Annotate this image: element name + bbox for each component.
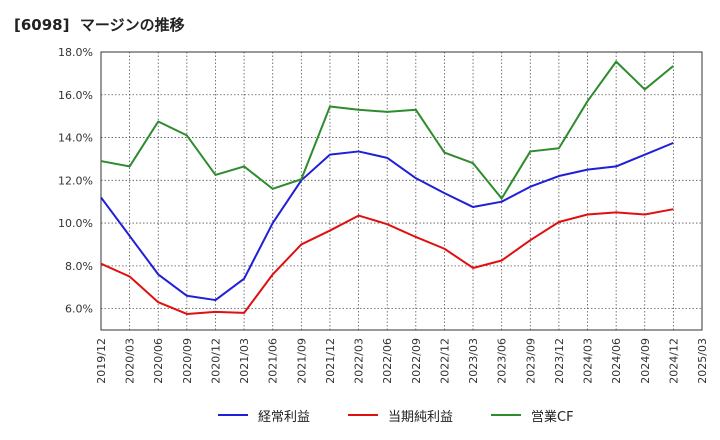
chart-title: [6098] マージンの推移 (14, 16, 185, 34)
y-tick-label: 12.0% (58, 174, 93, 187)
y-tick-label: 16.0% (58, 89, 93, 102)
x-tick-label: 2020/09 (181, 338, 194, 384)
y-tick-label: 8.0% (65, 260, 93, 273)
plot-area-frame (100, 51, 703, 331)
x-tick-label: 2023/12 (553, 338, 566, 384)
x-tick-label: 2022/09 (410, 338, 423, 384)
x-tick-label: 2021/09 (295, 338, 308, 384)
x-tick-label: 2023/06 (496, 338, 509, 384)
x-tick-label: 2021/12 (324, 338, 337, 384)
x-tick-label: 2019/12 (95, 338, 108, 384)
series-line-1 (100, 208, 674, 315)
x-tick-label: 2021/03 (238, 338, 251, 384)
x-tick-label: 2022/12 (438, 338, 451, 384)
legend-label-eigyo-cf: 営業CF (531, 409, 574, 425)
x-tick-label: 2022/06 (381, 338, 394, 384)
series-line-0 (100, 141, 674, 302)
legend-label-keijo-rieki: 経常利益 (258, 409, 311, 425)
x-tick-label: 2020/12 (209, 338, 222, 384)
y-tick-label: 14.0% (58, 132, 93, 145)
legend-swatch-eigyo-cf (491, 414, 521, 416)
x-tick-label: 2022/03 (353, 338, 366, 384)
series-line-2 (100, 60, 675, 200)
x-tick-label: 2024/12 (667, 338, 680, 384)
x-tick-label: 2024/06 (610, 338, 623, 384)
y-tick-label: 10.0% (58, 217, 93, 230)
legend-item-keijo-rieki: 経常利益 (218, 402, 310, 428)
x-tick-label: 2023/03 (467, 338, 480, 384)
legend-item-eigyo-cf: 営業CF (491, 402, 574, 428)
legend-swatch-toki-jun-rieki (348, 414, 378, 416)
x-tick-label: 2025/03 (696, 338, 709, 384)
x-tick-label: 2020/03 (124, 338, 137, 384)
legend-swatch-keijo-rieki (218, 414, 248, 416)
legend-item-toki-jun-rieki: 当期純利益 (348, 402, 453, 428)
x-tick-label: 2024/03 (582, 338, 595, 384)
chart-legend: 経常利益 当期純利益 営業CF (0, 402, 720, 428)
x-tick-label: 2021/06 (267, 338, 280, 384)
x-tick-label: 2020/06 (152, 338, 165, 384)
y-tick-label: 18.0% (58, 46, 93, 59)
legend-label-toki-jun-rieki: 当期純利益 (388, 409, 454, 425)
y-tick-label: 6.0% (65, 303, 93, 316)
x-tick-label: 2023/09 (524, 338, 537, 384)
x-tick-label: 2024/09 (639, 338, 652, 384)
